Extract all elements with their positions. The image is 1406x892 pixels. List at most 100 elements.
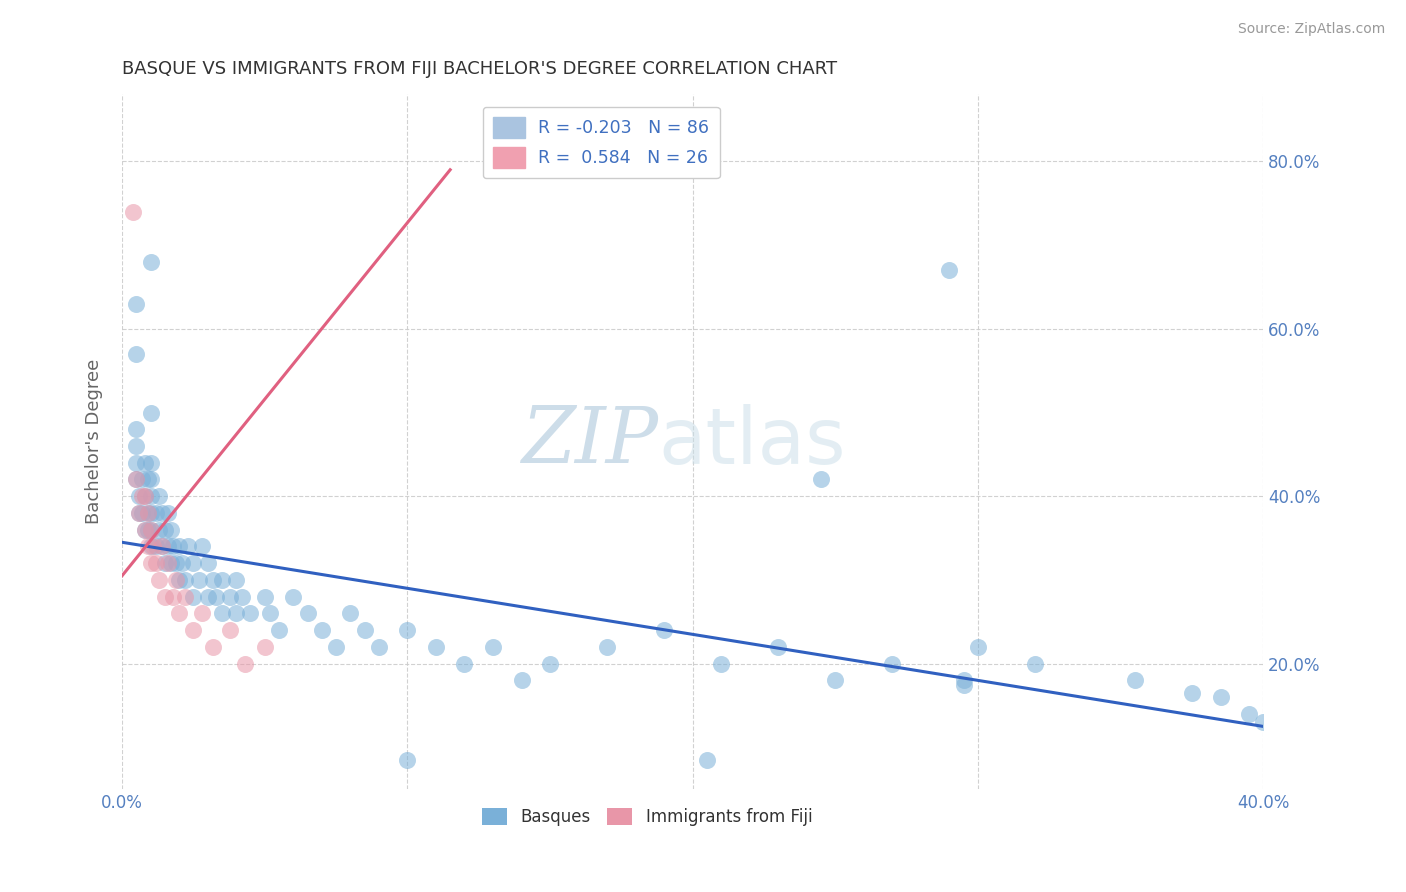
Point [183, 623, 205, 637]
Text: Source: ZipAtlas.com: Source: ZipAtlas.com [1237, 22, 1385, 37]
Point [125, 473, 148, 487]
Point [139, 489, 162, 503]
Point [219, 590, 242, 604]
Point [150, 506, 173, 520]
Point [538, 657, 561, 671]
Text: ZIP: ZIP [522, 404, 658, 480]
Point [139, 523, 162, 537]
Point [156, 506, 179, 520]
Point [145, 506, 167, 520]
Point [197, 556, 219, 570]
Point [139, 540, 162, 554]
Point [136, 506, 159, 520]
Point [153, 590, 176, 604]
Point [162, 590, 184, 604]
Point [596, 640, 619, 654]
Point [482, 640, 505, 654]
Point [710, 657, 733, 671]
Point [139, 506, 162, 520]
Y-axis label: Bachelor's Degree: Bachelor's Degree [86, 359, 103, 524]
Point [938, 263, 960, 277]
Point [267, 623, 290, 637]
Point [136, 540, 159, 554]
Point [134, 489, 156, 503]
Point [967, 640, 990, 654]
Point [134, 489, 156, 503]
Point [131, 506, 153, 520]
Point [145, 556, 167, 570]
Point [233, 657, 256, 671]
Point [125, 456, 148, 470]
Point [156, 540, 179, 554]
Point [188, 573, 211, 587]
Point [325, 640, 347, 654]
Point [253, 590, 276, 604]
Point [453, 657, 475, 671]
Point [824, 673, 846, 688]
Point [219, 623, 242, 637]
Point [145, 540, 167, 554]
Point [1024, 657, 1046, 671]
Point [253, 640, 276, 654]
Point [159, 523, 181, 537]
Point [396, 753, 419, 767]
Point [211, 607, 233, 621]
Point [259, 607, 281, 621]
Point [202, 640, 225, 654]
Point [136, 506, 159, 520]
Point [167, 573, 190, 587]
Point [153, 523, 176, 537]
Point [139, 556, 162, 570]
Point [173, 590, 195, 604]
Point [162, 540, 184, 554]
Point [882, 657, 904, 671]
Point [183, 590, 205, 604]
Point [150, 540, 173, 554]
Point [134, 523, 156, 537]
Point [1181, 686, 1204, 700]
Point [1237, 706, 1260, 721]
Point [142, 540, 165, 554]
Point [165, 556, 187, 570]
Point [952, 673, 974, 688]
Point [134, 456, 156, 470]
Point [339, 607, 361, 621]
Point [122, 204, 145, 219]
Point [139, 456, 162, 470]
Point [156, 556, 179, 570]
Point [191, 607, 214, 621]
Point [176, 540, 198, 554]
Point [225, 607, 247, 621]
Point [148, 573, 170, 587]
Point [1123, 673, 1146, 688]
Point [297, 607, 319, 621]
Point [131, 473, 153, 487]
Point [510, 673, 533, 688]
Point [125, 439, 148, 453]
Point [211, 573, 233, 587]
Point [134, 523, 156, 537]
Point [191, 540, 214, 554]
Point [810, 473, 832, 487]
Point [125, 296, 148, 310]
Point [150, 540, 173, 554]
Point [125, 422, 148, 436]
Point [148, 523, 170, 537]
Point [136, 473, 159, 487]
Point [239, 607, 262, 621]
Point [167, 540, 190, 554]
Point [652, 623, 675, 637]
Point [1209, 690, 1232, 705]
Point [128, 489, 150, 503]
Point [125, 347, 148, 361]
Point [139, 405, 162, 419]
Point [128, 506, 150, 520]
Point [768, 640, 790, 654]
Point [173, 573, 195, 587]
Point [167, 607, 190, 621]
Point [225, 573, 247, 587]
Point [367, 640, 389, 654]
Point [148, 489, 170, 503]
Point [311, 623, 333, 637]
Point [128, 506, 150, 520]
